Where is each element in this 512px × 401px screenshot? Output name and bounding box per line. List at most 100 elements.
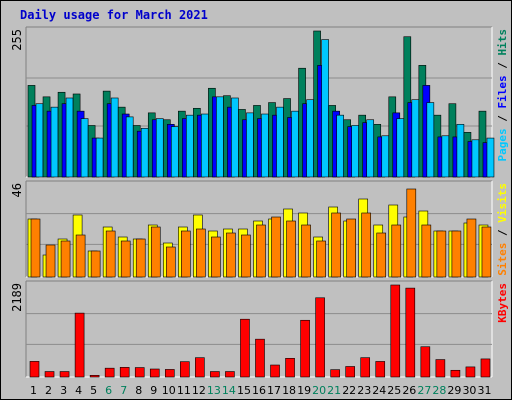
x-tick-label-26: 26	[402, 384, 416, 397]
hits-bar-pages-26	[411, 99, 420, 178]
kbytes-bar-kbytes-16	[255, 338, 265, 378]
kbytes-bar-kbytes-25	[390, 284, 401, 378]
hits-bar-pages-28	[441, 135, 450, 178]
kbytes-bar-kbytes-13	[210, 371, 220, 378]
hits-bar-pages-14	[231, 97, 239, 178]
hits-bar-pages-15	[246, 112, 254, 178]
kbytes-bar-kbytes-15	[240, 318, 250, 378]
kbytes-bar-kbytes-27	[420, 346, 431, 378]
x-tick-label-12: 12	[192, 384, 206, 397]
hits-bar-pages-21	[336, 114, 344, 178]
hits-bar-pages-31	[486, 137, 495, 178]
kbytes-legend-part-0: KBytes	[496, 283, 509, 323]
kbytes-bar-kbytes-20	[315, 297, 325, 378]
x-tick-label-24: 24	[372, 384, 386, 397]
x-tick-label-18: 18	[282, 384, 296, 397]
hits-bar-pages-11	[186, 114, 194, 178]
hits-bar-pages-1	[35, 103, 44, 178]
x-tick-label-9: 9	[150, 384, 157, 397]
kbytes-bar-kbytes-7	[119, 367, 130, 378]
kbytes-bar-kbytes-14	[225, 371, 235, 378]
visits-bar-sites-4	[75, 234, 86, 278]
visits-bar-sites-18	[286, 220, 296, 278]
x-tick-label-8: 8	[135, 384, 142, 397]
hits-bar-pages-16	[261, 113, 269, 178]
x-tick-label-28: 28	[432, 384, 446, 397]
hits-bar-pages-3	[65, 97, 74, 178]
kbytes-bar-kbytes-2	[44, 371, 55, 378]
x-tick-label-7: 7	[120, 384, 127, 397]
visits-bar-sites-14	[226, 232, 236, 278]
kbytes-bar-kbytes-23	[360, 357, 371, 378]
visits-bar-sites-12	[196, 228, 206, 278]
kbytes-bar-kbytes-10	[164, 369, 175, 378]
x-tick-label-19: 19	[297, 384, 311, 397]
visits-bar-sites-24	[376, 232, 387, 278]
hits-bar-pages-22	[351, 125, 359, 178]
visits-legend-part-1: /	[496, 223, 509, 243]
hits-bar-pages-29	[456, 124, 465, 178]
visits-bar-sites-17	[271, 216, 281, 278]
x-tick-label-5: 5	[90, 384, 97, 397]
kbytes-bar-kbytes-4	[74, 312, 85, 378]
x-tick-label-2: 2	[45, 384, 52, 397]
x-tick-label-30: 30	[462, 384, 476, 397]
visits-bar-sites-29	[451, 230, 462, 278]
hits-bar-pages-5	[95, 137, 104, 178]
kbytes-bar-kbytes-19	[300, 319, 310, 378]
kbytes-bar-kbytes-6	[104, 367, 115, 378]
visits-bar-sites-9	[150, 226, 161, 278]
hits-ymax-label: 255	[10, 29, 24, 51]
kbytes-bar-kbytes-5	[89, 375, 100, 378]
kbytes-bar-kbytes-17	[270, 364, 280, 378]
hits-bar-pages-8	[140, 128, 149, 178]
visits-bar-sites-13	[211, 236, 221, 278]
visits-bar-sites-26	[406, 188, 417, 278]
visits-ymax-label: 46	[10, 183, 24, 197]
visits-bar-sites-20	[316, 240, 326, 278]
kbytes-bar-kbytes-12	[195, 357, 205, 378]
x-tick-label-21: 21	[327, 384, 341, 397]
visits-bar-sites-5	[90, 250, 101, 278]
hits-legend-part-2: Files	[496, 75, 509, 108]
visits-bar-sites-2	[45, 244, 56, 278]
kbytes-bar-kbytes-3	[59, 371, 70, 378]
kbytes-bar-kbytes-18	[285, 357, 295, 378]
hits-bar-pages-30	[471, 139, 480, 178]
kbytes-bar-kbytes-1	[29, 361, 40, 378]
hits-legend-part-0: Pages	[496, 128, 509, 161]
visits-bar-sites-21	[331, 212, 341, 278]
x-tick-label-23: 23	[357, 384, 371, 397]
kbytes-ymax-label: 2189	[10, 283, 24, 312]
hits-bar-pages-27	[426, 102, 435, 178]
hits-legend-part-1: /	[496, 109, 509, 129]
kbytes-bar-kbytes-24	[375, 361, 386, 378]
x-tick-label-25: 25	[387, 384, 401, 397]
hits-bar-pages-19	[306, 99, 314, 178]
visits-bar-sites-16	[256, 224, 266, 278]
kbytes-bar-kbytes-21	[330, 369, 340, 378]
visits-bar-sites-25	[391, 224, 402, 278]
visits-bar-sites-19	[301, 224, 311, 278]
x-tick-label-17: 17	[267, 384, 281, 397]
x-tick-label-6: 6	[105, 384, 112, 397]
kbytes-bar-kbytes-31	[480, 358, 491, 378]
x-tick-label-13: 13	[207, 384, 221, 397]
x-tick-label-29: 29	[447, 384, 461, 397]
visits-bar-sites-11	[181, 230, 191, 278]
visits-bar-sites-3	[60, 240, 71, 278]
hits-bar-pages-2	[50, 106, 59, 178]
hits-bar-pages-7	[125, 116, 134, 178]
hits-bar-pages-18	[291, 110, 299, 178]
x-tick-label-16: 16	[252, 384, 266, 397]
kbytes-bar-kbytes-8	[134, 367, 145, 378]
visits-bar-sites-1	[30, 218, 41, 278]
hits-bar-pages-9	[155, 118, 164, 178]
visits-bar-sites-31	[481, 226, 492, 278]
kbytes-bar-kbytes-30	[465, 366, 476, 378]
visits-bar-sites-28	[436, 230, 447, 278]
kbytes-bar-kbytes-29	[450, 369, 461, 378]
kbytes-bar-kbytes-22	[345, 366, 355, 378]
hits-bar-pages-25	[396, 118, 405, 178]
